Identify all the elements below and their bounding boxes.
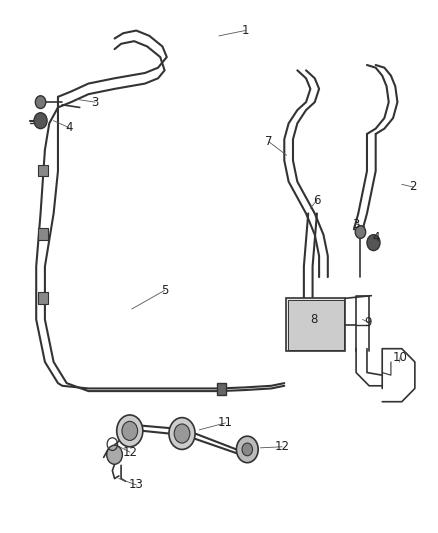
Text: 3: 3 [353, 217, 360, 231]
Circle shape [122, 421, 138, 440]
Text: 12: 12 [122, 446, 137, 458]
Text: 12: 12 [275, 440, 290, 453]
Bar [39, 292, 48, 304]
Text: 11: 11 [218, 416, 233, 430]
Text: 9: 9 [364, 316, 372, 329]
Circle shape [174, 424, 190, 443]
Text: 13: 13 [129, 479, 144, 491]
Circle shape [35, 96, 46, 109]
Text: 6: 6 [313, 193, 321, 207]
Circle shape [355, 225, 366, 238]
Text: 4: 4 [65, 121, 73, 134]
Text: 4: 4 [373, 231, 380, 244]
Circle shape [169, 418, 195, 449]
Circle shape [107, 445, 122, 464]
Text: 8: 8 [310, 313, 318, 326]
Text: 10: 10 [392, 351, 407, 364]
Circle shape [34, 113, 47, 128]
Circle shape [117, 415, 143, 447]
Text: 5: 5 [161, 284, 168, 297]
Bar [39, 228, 48, 240]
Bar [217, 383, 226, 395]
Bar [39, 165, 48, 176]
Bar [288, 300, 344, 350]
Text: 1: 1 [241, 24, 249, 37]
Text: 7: 7 [265, 135, 273, 148]
Bar [286, 298, 345, 351]
Text: 3: 3 [91, 95, 99, 109]
Text: 2: 2 [409, 181, 417, 193]
Circle shape [242, 443, 253, 456]
Circle shape [367, 235, 380, 251]
Circle shape [237, 436, 258, 463]
